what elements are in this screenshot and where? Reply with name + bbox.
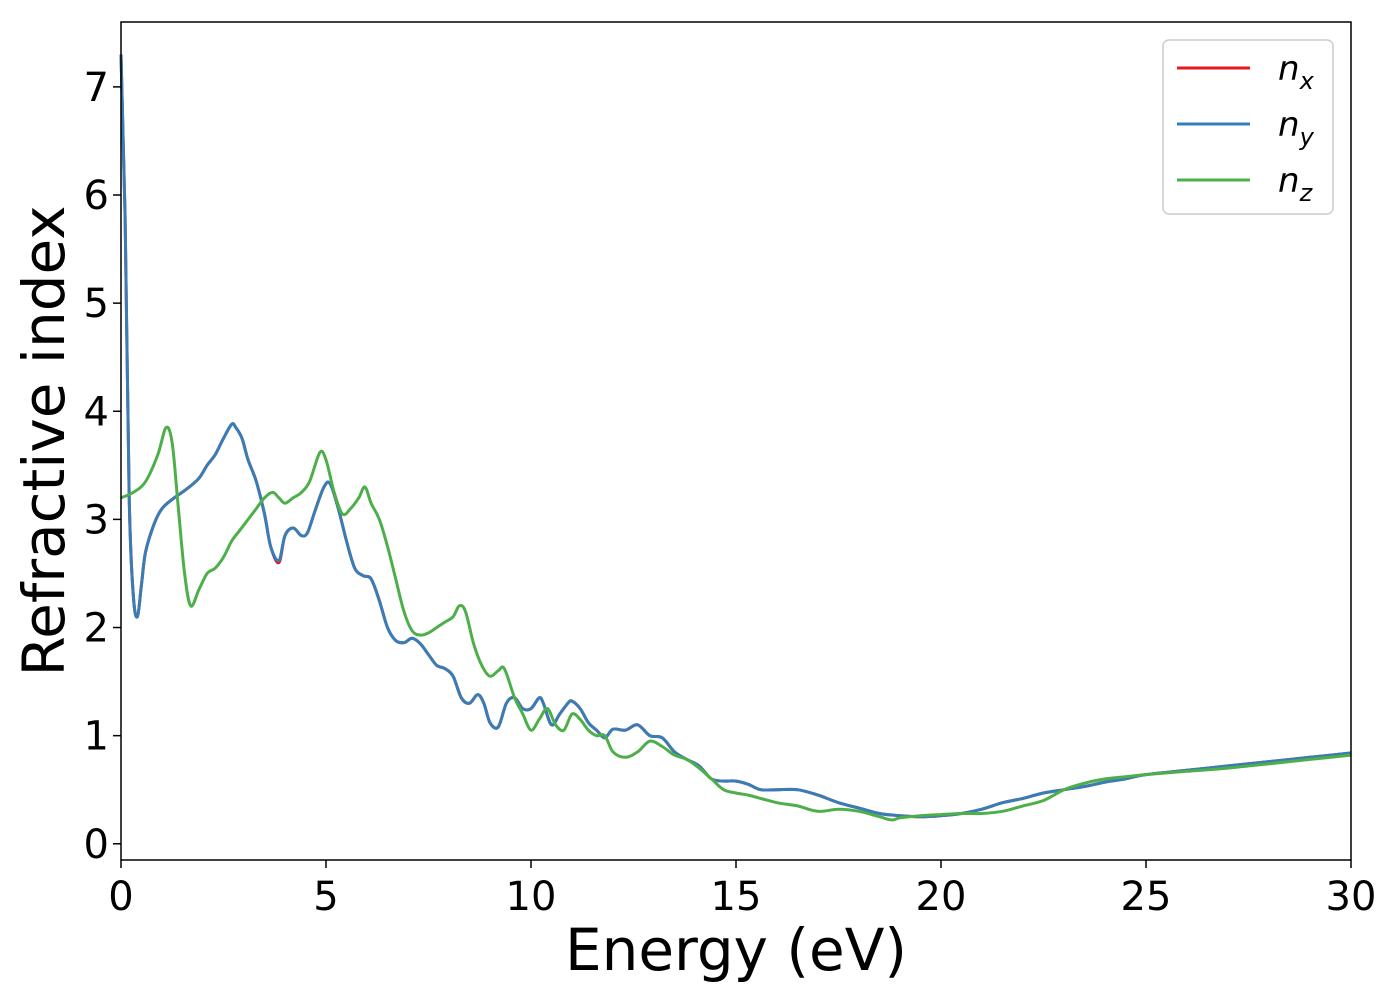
legend-label-x: nx bbox=[1278, 49, 1315, 95]
y-tick-label: 4 bbox=[84, 389, 109, 435]
y-tick-label: 3 bbox=[84, 497, 109, 543]
x-tick-label: 30 bbox=[1326, 874, 1377, 920]
legend: nx ny nz bbox=[1162, 39, 1334, 215]
legend-label-y: ny bbox=[1278, 105, 1315, 151]
legend-box bbox=[1162, 39, 1334, 215]
y-tick-label: 2 bbox=[84, 606, 109, 652]
y-tick-label: 0 bbox=[84, 822, 109, 868]
series-line-y bbox=[119, 54, 1352, 819]
x-tick-label: 15 bbox=[711, 874, 762, 920]
x-tick-label: 20 bbox=[916, 874, 967, 920]
legend-label-z: nz bbox=[1278, 161, 1314, 207]
series-line-z bbox=[120, 425, 1352, 822]
x-tick-label: 0 bbox=[108, 874, 133, 920]
y-axis-ticks: 0 1 2 3 4 5 6 7 bbox=[84, 65, 121, 868]
y-tick-label: 1 bbox=[84, 714, 109, 760]
y-tick-label: 6 bbox=[84, 173, 109, 219]
y-tick-label: 7 bbox=[84, 65, 109, 111]
y-axis-label: Refractive index bbox=[10, 205, 78, 676]
x-tick-label: 25 bbox=[1121, 874, 1172, 920]
x-axis-ticks: 0 5 10 15 20 25 30 bbox=[108, 860, 1376, 920]
x-tick-label: 10 bbox=[506, 874, 557, 920]
x-tick-label: 5 bbox=[313, 874, 338, 920]
series-layer bbox=[119, 54, 1352, 822]
y-tick-label: 5 bbox=[84, 281, 109, 327]
x-axis-label: Energy (eV) bbox=[565, 916, 907, 984]
